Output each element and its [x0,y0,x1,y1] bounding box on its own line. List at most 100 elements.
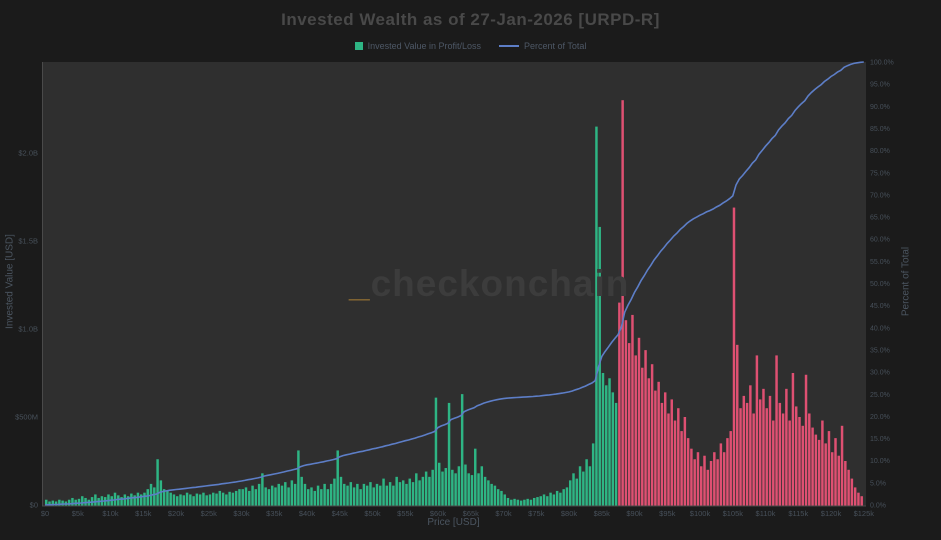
bar [182,495,186,506]
bar [408,478,411,506]
bar [621,100,624,506]
bar [310,487,313,506]
bar [231,492,235,506]
bar [785,388,788,506]
bar [133,495,136,506]
bar [853,487,857,506]
bar [185,492,189,506]
bar [578,466,582,506]
tick-label: $120k [821,509,842,518]
bar [742,395,746,506]
y-right-tick-labels: 0.0% 5.0% 10.0% 15.0% 20.0% 25.0% 30.0% 35.0% 40… [870,60,894,510]
bar [323,483,326,506]
bar [126,496,130,506]
tick-label: $1.5B [18,237,38,246]
tick-label: 80.0% [870,148,890,155]
bar [94,494,97,506]
bar [447,402,451,506]
bar [696,452,700,506]
bar [464,464,467,506]
tick-label: $80k [561,509,578,518]
bar [81,496,84,506]
bar [516,499,520,506]
tick-label: $5k [72,509,84,518]
bar [228,491,231,506]
legend-item-percent-of-total[interactable]: Percent of Total [499,41,586,51]
bar [264,487,267,506]
bar [601,373,605,506]
bar [732,207,736,506]
bar [716,459,719,506]
bar [546,496,549,506]
bar [359,489,362,506]
bar [752,413,755,506]
bar [503,494,506,506]
bar [821,420,824,506]
bar [654,390,657,506]
bar [804,374,808,506]
bar [362,483,366,506]
bar [729,431,732,506]
bar [457,466,461,506]
bar [45,499,48,506]
bar [320,489,323,506]
bar [460,394,464,506]
bar [657,381,660,506]
bar [719,443,723,506]
bar [212,492,215,506]
bar [280,485,284,506]
bar [159,480,163,506]
bar [336,450,339,506]
chart-title: Invested Wealth as of 27-Jan-2026 [URPD-… [281,10,660,29]
tick-label: 85.0% [870,126,890,133]
bar [745,402,749,506]
bar [444,468,448,506]
bar [257,483,261,506]
tick-label: 100.0% [870,60,894,67]
bar [58,499,61,506]
bar [451,469,454,506]
tick-label: $105k [723,509,744,518]
legend-item-invested-value[interactable]: Invested Value in Profit/Loss [354,41,482,51]
x-axis-title: Price [USD] [427,517,480,528]
bar [379,485,382,506]
bar [844,461,847,506]
tick-label: 35.0% [870,348,890,355]
bar [438,462,441,506]
bar [523,499,526,506]
tick-label: 25.0% [870,392,890,399]
bar [284,482,287,506]
bar [591,443,595,506]
bar [840,425,844,506]
tick-label: $15k [135,509,152,518]
bar [139,494,143,506]
tick-label: 30.0% [870,370,890,377]
bar [693,459,696,506]
bar [526,498,529,506]
legend-label: Invested Value in Profit/Loss [367,41,482,51]
bar [176,496,179,506]
bar [143,492,146,506]
tick-label: 75.0% [870,170,890,177]
bar [487,480,490,506]
bar [680,431,683,506]
bar [388,482,392,506]
bar [677,408,680,506]
bar [238,489,241,506]
bar [552,494,556,506]
bar [611,392,615,506]
bar [686,438,690,506]
bar [811,427,814,506]
bar [61,500,64,506]
bar [339,476,343,506]
tick-label: $500M [15,413,38,422]
bar [290,480,294,506]
bar [454,473,457,506]
tick-label: $50k [364,509,381,518]
bar [808,413,811,506]
percent-of-total-line [44,61,864,506]
bar [605,385,608,506]
tick-label: 40.0% [870,325,890,332]
x-tick-labels: $0 $5k $10k $15k $20k $25k $30k $35k $40k $45k $50… [41,509,874,518]
bar [857,492,860,506]
